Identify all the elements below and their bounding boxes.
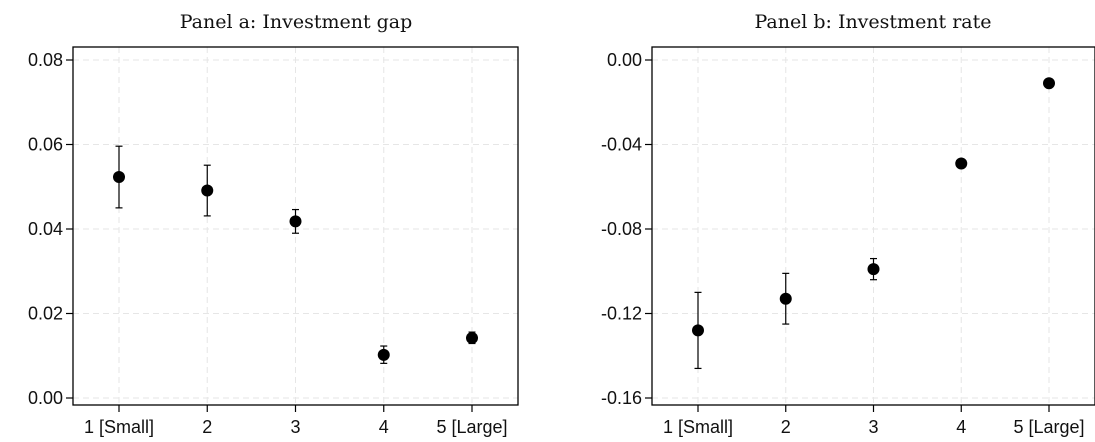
panel-b-xtick-label: 4 <box>956 417 966 437</box>
panel-b-ytick-label: -0.16 <box>601 388 642 408</box>
panel-a-ytick-label: 0.00 <box>28 388 63 408</box>
panel-b-point <box>692 324 704 337</box>
panel-a-ytick-label: 0.06 <box>28 135 63 155</box>
panel-a-xtick-label: 5 [Large] <box>436 417 507 437</box>
panel-a-point <box>201 184 214 197</box>
panel-a-xtick-label: 1 [Small] <box>84 417 154 437</box>
panel-a-xtick-label: 2 <box>202 417 212 437</box>
panel-b-xtick-label: 5 [Large] <box>1013 417 1084 437</box>
panel-a-point <box>466 332 478 345</box>
panel-b-ytick-label: 0.00 <box>607 50 642 70</box>
panel-b-ytick-label: -0.08 <box>601 219 642 239</box>
panel-b-xtick-label: 2 <box>781 417 791 437</box>
panel-a-xtick-label: 4 <box>379 417 389 437</box>
panel-b-point <box>1043 77 1055 90</box>
panel-b-ytick-label: -0.12 <box>601 304 642 324</box>
panel-a-point <box>377 348 390 361</box>
panel-a-ytick-label: 0.04 <box>28 219 63 239</box>
panel-b-point <box>955 157 968 170</box>
panel-a-ytick-label: 0.08 <box>28 50 63 70</box>
panel-a-xtick-label: 3 <box>290 417 300 437</box>
panel-a-point <box>113 171 125 184</box>
panel-b-xtick-label: 1 [Small] <box>663 417 733 437</box>
panel-b-grid <box>652 47 1095 405</box>
panel-a: Panel a: Investment gap 0.00 0.02 0.04 0.06… <box>28 11 519 437</box>
panel-a-ytick-label: 0.02 <box>28 304 63 324</box>
panel-b: Panel b: Investment rate -0.16 -0.12 -0.08… <box>601 11 1095 437</box>
panel-a-title: Panel a: Investment gap <box>180 11 413 33</box>
panel-b-title: Panel b: Investment rate <box>754 11 991 33</box>
panel-b-point <box>779 292 792 305</box>
panel-b-point <box>867 263 880 276</box>
panel-b-ytick-label: -0.04 <box>601 135 642 155</box>
panel-a-point <box>289 215 302 228</box>
panel-b-xtick-label: 3 <box>868 417 878 437</box>
